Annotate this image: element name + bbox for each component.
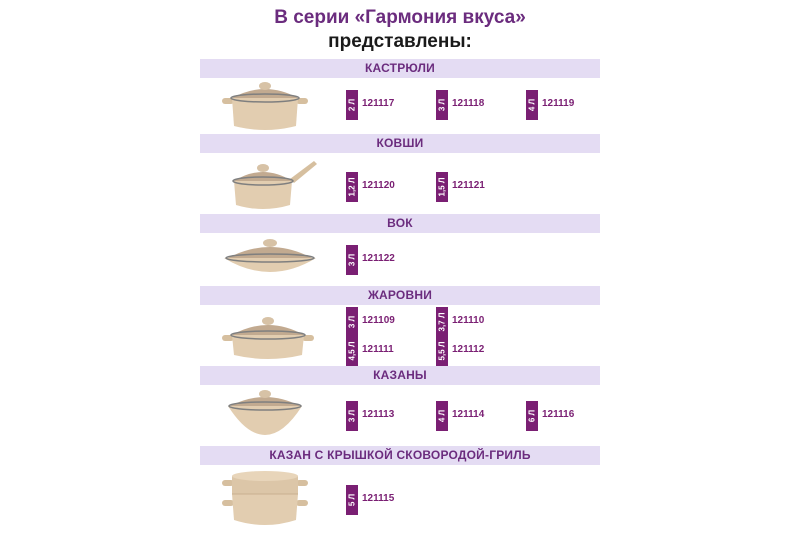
volume-tag: 6 Л bbox=[526, 401, 538, 431]
cauldron-image bbox=[228, 390, 302, 435]
volume-tag: 3 Л bbox=[346, 401, 358, 431]
volume-tag: 5 Л bbox=[346, 485, 358, 515]
section-saucepans: КОВШИ 1,2 Л 121120 1,5 Л 121121 bbox=[200, 134, 600, 214]
product-code: 121122 bbox=[362, 253, 395, 264]
volume-tag: 4,5 Л bbox=[346, 336, 358, 366]
section-cauldron-grill: КАЗАН С КРЫШКОЙ СКОВОРОДОЙ-ГРИЛЬ 5 Л 121… bbox=[200, 446, 600, 533]
section-title: КАСТРЮЛИ bbox=[200, 59, 600, 78]
heading-line1: В серии «Гармония вкуса» bbox=[274, 7, 526, 28]
product-code: 121115 bbox=[362, 493, 395, 504]
pot-image bbox=[222, 82, 308, 130]
saucepan-image bbox=[232, 161, 317, 209]
volume-tag: 4 Л bbox=[526, 90, 538, 120]
volume-tag: 1,2 Л bbox=[346, 172, 358, 202]
wok-image bbox=[224, 239, 316, 272]
product-code: 121110 bbox=[452, 315, 485, 326]
section-wok: ВОК 3 Л 121122 bbox=[200, 214, 600, 286]
section-braziers: ЖАРОВНИ 3 Л 121109 3,7 Л 121110 4,5 Л 12… bbox=[200, 286, 600, 366]
section-title: КАЗАН С КРЫШКОЙ СКОВОРОДОЙ-ГРИЛЬ bbox=[200, 446, 600, 465]
section-title: КОВШИ bbox=[200, 134, 600, 153]
product-code: 121118 bbox=[452, 98, 485, 109]
brazier-image bbox=[222, 317, 314, 359]
product-code: 121116 bbox=[542, 409, 575, 420]
section-title: ВОК bbox=[200, 214, 600, 233]
volume-tag: 3,7 Л bbox=[436, 307, 448, 337]
product-code: 121119 bbox=[542, 98, 575, 109]
volume-tag: 3 Л bbox=[346, 245, 358, 275]
section-cauldrons: КАЗАНЫ 3 Л 121113 4 Л 121114 6 Л 121116 bbox=[200, 366, 600, 446]
product-code: 121109 bbox=[362, 315, 395, 326]
product-code: 121121 bbox=[452, 180, 485, 191]
section-pots: КАСТРЮЛИ 2 Л 121117 3 Л 121118 4 Л 12111… bbox=[200, 59, 600, 134]
product-code: 121117 bbox=[362, 98, 395, 109]
section-title: КАЗАНЫ bbox=[200, 366, 600, 385]
volume-tag: 2 Л bbox=[346, 90, 358, 120]
cauldron-grill-image bbox=[222, 471, 308, 525]
volume-tag: 1,5 Л bbox=[436, 172, 448, 202]
product-code: 121114 bbox=[452, 409, 485, 420]
product-code: 121112 bbox=[452, 344, 485, 355]
product-code: 121120 bbox=[362, 180, 395, 191]
section-title: ЖАРОВНИ bbox=[200, 286, 600, 305]
product-code: 121111 bbox=[362, 344, 394, 355]
volume-tag: 5,5 Л bbox=[436, 336, 448, 366]
volume-tag: 4 Л bbox=[436, 401, 448, 431]
volume-tag: 3 Л bbox=[436, 90, 448, 120]
volume-tag: 3 Л bbox=[346, 307, 358, 337]
heading-line2: представлены: bbox=[328, 31, 472, 52]
product-code: 121113 bbox=[362, 409, 395, 420]
